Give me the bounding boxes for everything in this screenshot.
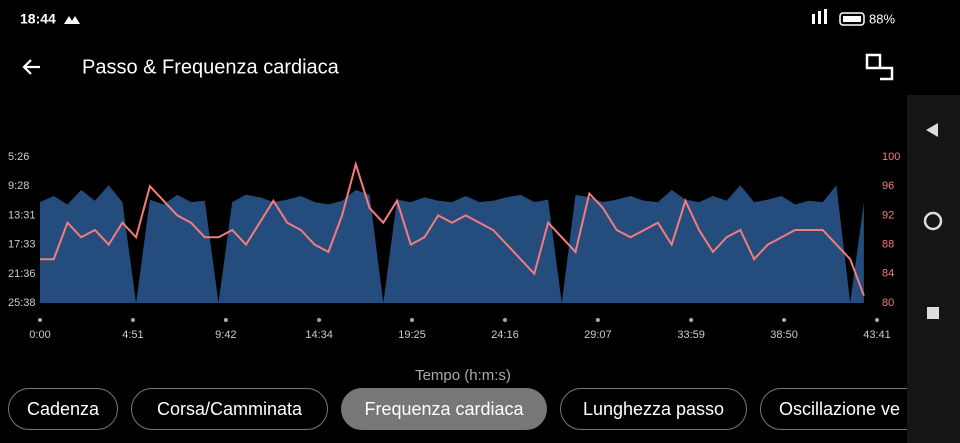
y2-tick-label: 80 xyxy=(882,297,894,309)
x-tick-dot xyxy=(595,318,600,322)
y2-tick-label: 92 xyxy=(882,209,894,221)
y-tick-label: 17:33 xyxy=(8,238,36,250)
x-tick-label: 14:34 xyxy=(305,329,333,341)
signal-icon xyxy=(824,9,827,24)
tab[interactable]: Cadenza xyxy=(8,388,118,430)
y2-tick-label: 84 xyxy=(882,268,894,280)
x-tick-label: 24:16 xyxy=(491,329,519,341)
x-axis-label: Tempo (h:m:s) xyxy=(415,367,511,384)
y-tick-label: 25:38 xyxy=(8,297,36,309)
nav-home[interactable] xyxy=(923,211,943,231)
status-icon xyxy=(64,16,80,24)
y-tick-label: 5:26 xyxy=(8,151,29,163)
heart-rate-line xyxy=(40,160,865,297)
x-tick-label: 29:07 xyxy=(584,329,612,341)
battery-level xyxy=(843,16,861,22)
x-tick-dot xyxy=(689,318,694,322)
x-tick-label: 9:42 xyxy=(215,329,236,341)
x-tick-dot xyxy=(782,318,787,322)
fullscreen-button[interactable] xyxy=(865,53,894,81)
signal-icon xyxy=(812,14,815,24)
x-tick-label: 33:59 xyxy=(677,329,705,341)
x-tick-label: 4:51 xyxy=(122,329,143,341)
page-title: Passo & Frequenza cardiaca xyxy=(82,56,340,78)
x-tick-label: 0:00 xyxy=(29,329,50,341)
back-button[interactable] xyxy=(22,59,40,75)
pace-area xyxy=(40,185,864,303)
tab[interactable]: Frequenza cardiaca xyxy=(341,388,547,430)
y-tick-label: 9:28 xyxy=(8,180,29,192)
y-tick-label: 13:31 xyxy=(8,209,36,221)
tab[interactable]: Corsa/Camminata xyxy=(131,388,328,430)
x-tick-dot xyxy=(223,318,228,322)
battery-icon xyxy=(839,12,865,26)
y2-tick-label: 96 xyxy=(882,180,894,192)
x-tick-label: 43:41 xyxy=(863,329,891,341)
x-tick-label: 38:50 xyxy=(770,329,798,341)
y2-tick-label: 100 xyxy=(882,151,900,163)
x-tick-label: 19:25 xyxy=(398,329,426,341)
y-tick-label: 21:36 xyxy=(8,268,36,280)
x-tick-dot xyxy=(38,318,42,322)
battery-text: 88% xyxy=(869,11,895,26)
nav-recents[interactable] xyxy=(927,307,939,319)
tab[interactable]: Lunghezza passo xyxy=(560,388,747,430)
x-tick-dot xyxy=(875,318,879,322)
nav-back[interactable] xyxy=(926,123,938,137)
x-tick-dot xyxy=(130,318,135,322)
x-tick-dot xyxy=(502,318,507,322)
y2-tick-label: 88 xyxy=(882,239,894,251)
nav-bar-cover xyxy=(907,380,960,443)
signal-icon xyxy=(818,11,821,24)
x-tick-dot xyxy=(410,318,415,322)
x-tick-dot xyxy=(317,318,322,322)
status-time: 18:44 xyxy=(20,11,56,27)
